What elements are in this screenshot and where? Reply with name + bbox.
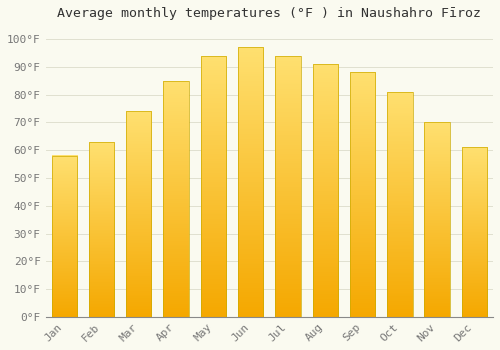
Title: Average monthly temperatures (°F ) in Naushahro Fīroz: Average monthly temperatures (°F ) in Na… <box>58 7 482 20</box>
Bar <box>462 147 487 317</box>
Bar <box>164 81 189 317</box>
Bar <box>200 56 226 317</box>
Bar <box>238 48 264 317</box>
Bar <box>350 72 375 317</box>
Bar <box>89 142 114 317</box>
Bar <box>387 92 412 317</box>
Bar <box>276 56 300 317</box>
Bar <box>424 122 450 317</box>
Bar <box>126 111 152 317</box>
Bar <box>312 64 338 317</box>
Bar <box>52 156 77 317</box>
